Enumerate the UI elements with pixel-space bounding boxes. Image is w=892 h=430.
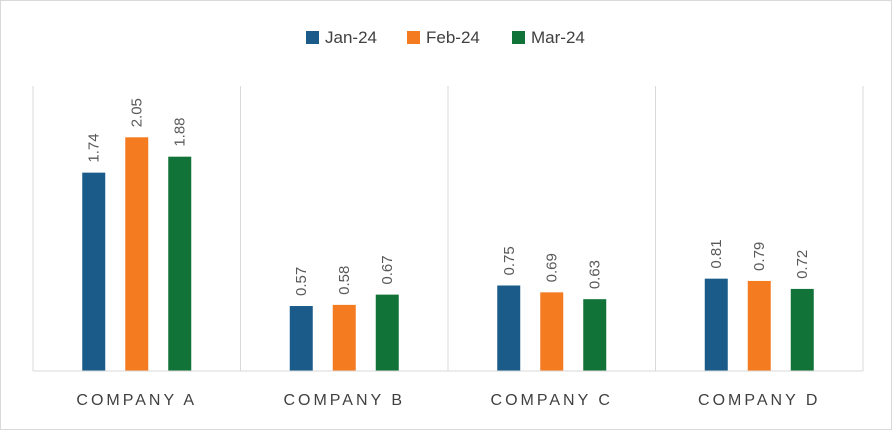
legend-swatch: [407, 31, 420, 44]
legend-label: Feb-24: [426, 28, 480, 47]
data-label: 0.81: [708, 239, 725, 268]
bar-jan-24-company-d[interactable]: [704, 278, 728, 371]
data-label: 0.75: [501, 246, 518, 275]
data-label: 0.57: [293, 267, 310, 296]
legend-label: Jan-24: [325, 28, 377, 47]
bar-feb-24-company-a[interactable]: [125, 137, 149, 371]
category-tick-label: COMPANY A: [76, 392, 197, 409]
data-label: 1.74: [86, 133, 103, 162]
bar-feb-24-company-c[interactable]: [540, 292, 564, 371]
data-label: 0.69: [544, 253, 561, 282]
data-label: 2.05: [129, 98, 146, 127]
bar-mar-24-company-a[interactable]: [168, 156, 192, 371]
bar-mar-24-company-d[interactable]: [790, 288, 814, 371]
bars: [82, 137, 814, 371]
data-label: 0.67: [379, 255, 396, 284]
bar-jan-24-company-b[interactable]: [289, 306, 313, 371]
data-labels: 1.74 2.05 1.88 0.57 0.58 0.67 0.75 0.69 0.63 0.81…: [86, 98, 812, 296]
data-label: 0.63: [587, 260, 604, 289]
legend-swatch: [512, 31, 525, 44]
bar-feb-24-company-d[interactable]: [747, 280, 771, 371]
bar-jan-24-company-a[interactable]: [82, 172, 106, 371]
data-label: 0.58: [336, 266, 353, 295]
bar-mar-24-company-c[interactable]: [583, 299, 607, 371]
legend: Jan-24 Feb-24 Mar-24: [306, 28, 585, 47]
legend-label: Mar-24: [531, 28, 585, 47]
category-tick-label: COMPANY C: [491, 392, 613, 409]
category-separators: [32, 86, 864, 371]
category-tick-label: COMPANY B: [283, 392, 405, 409]
legend-swatch: [306, 31, 319, 44]
bar-jan-24-company-c[interactable]: [497, 285, 521, 372]
data-label: 0.79: [751, 242, 768, 271]
category-tick-label: COMPANY D: [698, 392, 820, 409]
bar-mar-24-company-b[interactable]: [375, 294, 399, 371]
bar-feb-24-company-b[interactable]: [332, 304, 356, 371]
category-tick-labels: COMPANY A COMPANY B COMPANY C COMPANY D: [76, 392, 820, 409]
data-label: 1.88: [172, 117, 189, 146]
data-label: 0.72: [794, 250, 811, 279]
